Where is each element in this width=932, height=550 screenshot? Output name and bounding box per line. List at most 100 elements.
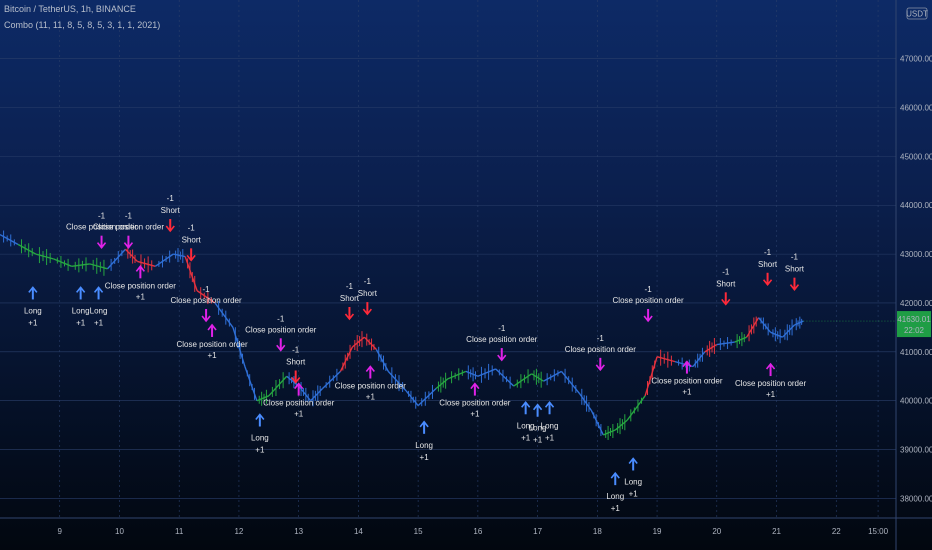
signal-qty: +1 xyxy=(545,433,555,442)
x-tick-label: 12 xyxy=(234,527,243,536)
last-price-tag xyxy=(897,311,931,338)
signal-qty: -1 xyxy=(98,212,106,221)
signal-qty: -1 xyxy=(277,314,285,323)
arrow-head xyxy=(365,365,375,372)
price-segment xyxy=(375,349,389,372)
price-segment xyxy=(322,370,341,390)
arrow-up-icon xyxy=(521,400,531,415)
last-price-countdown: 22:02 xyxy=(904,326,925,335)
price-segment xyxy=(603,429,616,436)
arrow-down-icon xyxy=(344,306,355,321)
price-segment xyxy=(154,253,174,267)
price-segment xyxy=(716,341,735,346)
arrow-head xyxy=(123,242,134,249)
x-tick-label: 10 xyxy=(115,527,124,536)
arrow-head xyxy=(419,420,429,428)
price-segment xyxy=(339,346,354,372)
price-segment xyxy=(17,243,37,255)
price-segment xyxy=(417,387,437,407)
signal-label-close: Close position order xyxy=(93,223,164,232)
signal-label-short: Short xyxy=(182,235,202,244)
y-tick-label: 47000.00 xyxy=(900,55,932,64)
price-segment xyxy=(692,351,706,367)
arrow-up-icon xyxy=(419,420,429,434)
signal-label-long: Long xyxy=(517,421,535,430)
signal-qty: -1 xyxy=(498,324,506,333)
signal-qty: +1 xyxy=(521,433,531,442)
currency-badge-label: USDT xyxy=(906,10,928,19)
signal-qty: +1 xyxy=(682,388,692,397)
signal-qty: +1 xyxy=(470,410,480,419)
signal-qty: +1 xyxy=(76,318,86,327)
price-segment xyxy=(782,324,795,338)
price-segment xyxy=(244,366,258,401)
signal-qty: -1 xyxy=(346,282,354,291)
price-segment xyxy=(89,263,108,270)
price-segment xyxy=(746,317,760,338)
arrow-head xyxy=(165,225,175,233)
arrow-down-icon xyxy=(643,308,653,323)
price-segment xyxy=(268,375,288,397)
y-tick-label: 41000.00 xyxy=(900,348,932,357)
arrow-head xyxy=(201,315,211,323)
x-tick-label: 22 xyxy=(832,527,841,536)
signal-label-short: Short xyxy=(785,265,805,274)
arrow-head xyxy=(789,284,800,291)
signal-label-close: Close position order xyxy=(439,399,510,408)
signal-qty: +1 xyxy=(207,351,217,360)
x-tick-label: 19 xyxy=(653,527,662,536)
arrow-up-icon xyxy=(294,382,304,396)
price-segment xyxy=(0,233,19,245)
arrow-up-icon xyxy=(76,286,86,300)
signal-label-close: Close position order xyxy=(565,345,636,354)
signal-label-short: Short xyxy=(161,206,181,215)
arrow-up-icon xyxy=(610,471,620,486)
signal-qty: -1 xyxy=(292,346,300,355)
arrow-down-icon xyxy=(595,357,605,372)
signal-label-long: Long xyxy=(251,433,269,442)
arrow-head xyxy=(135,265,145,272)
x-tick-label: 18 xyxy=(593,527,602,536)
signal-qty: +1 xyxy=(420,453,430,462)
price-segment xyxy=(704,343,718,353)
price-segment xyxy=(734,336,747,343)
signal-label-short: Short xyxy=(758,260,778,269)
signal-label-long: Long xyxy=(72,306,90,315)
arrow-down-icon xyxy=(123,235,134,249)
arrow-down-icon xyxy=(276,338,286,352)
price-segment xyxy=(363,336,377,350)
arrow-down-icon xyxy=(96,235,107,249)
signal-qty: +1 xyxy=(94,318,104,327)
arrow-head xyxy=(294,382,304,390)
signal-label-close: Close position order xyxy=(613,296,684,305)
y-tick-label: 40000.00 xyxy=(900,397,932,406)
signal-label-short: Short xyxy=(340,294,360,303)
signal-label-close: Close position order xyxy=(466,335,537,344)
arrow-down-icon xyxy=(497,348,507,362)
price-segment xyxy=(214,302,234,328)
arrow-up-icon xyxy=(628,457,638,471)
signal-label-long: Long xyxy=(415,441,433,450)
arrow-up-icon xyxy=(28,286,38,300)
arrow-head xyxy=(532,403,543,411)
signal-label-short: Short xyxy=(286,358,306,367)
signal-label-close: Close position order xyxy=(105,281,176,290)
price-segment xyxy=(137,260,156,268)
arrow-head xyxy=(521,400,531,408)
arrow-up-icon xyxy=(135,265,145,279)
price-segment xyxy=(626,395,646,421)
currency-badge xyxy=(906,7,928,20)
arrow-down-icon xyxy=(201,308,211,323)
signal-qty: -1 xyxy=(722,267,730,276)
arrow-head xyxy=(721,298,731,306)
price-segment xyxy=(196,290,216,304)
signal-qty: +1 xyxy=(136,292,146,301)
signal-label-long: Long xyxy=(24,306,42,315)
x-tick-label: 14 xyxy=(354,527,363,536)
price-segment xyxy=(513,373,533,387)
price-segment xyxy=(543,370,562,382)
arrow-head xyxy=(291,377,301,384)
arrow-head xyxy=(610,471,620,479)
price-segment xyxy=(465,370,479,377)
